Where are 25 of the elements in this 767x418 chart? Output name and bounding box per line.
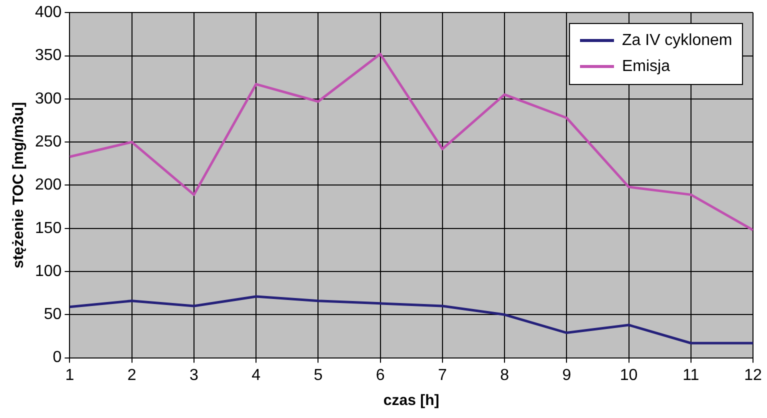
x-tick-label: 4 xyxy=(252,366,261,384)
y-tick-label: 0 xyxy=(52,349,62,366)
x-tick-label: 3 xyxy=(189,366,198,384)
y-tick-label: 100 xyxy=(34,262,62,280)
y-tick-label: 150 xyxy=(34,220,62,237)
y-tick-label: 50 xyxy=(44,306,62,324)
y-tick-label: 250 xyxy=(34,133,62,150)
y-tick-label: 200 xyxy=(34,176,62,194)
x-axis-title: czas [h] xyxy=(383,392,440,410)
x-tick-label: 5 xyxy=(314,366,323,384)
x-tick-label: 11 xyxy=(682,366,700,384)
x-tick-label: 8 xyxy=(500,366,510,384)
y-axis-title: stężenie TOC [mg/m3u] xyxy=(10,102,28,268)
x-tick-label: 2 xyxy=(127,366,136,384)
x-tick-label: 10 xyxy=(620,366,638,384)
x-tick-label: 1 xyxy=(65,366,74,384)
y-tick-label: 350 xyxy=(34,47,62,64)
x-tick-label: 7 xyxy=(438,366,447,384)
legend-label: Emisja xyxy=(622,56,670,77)
y-tick-label: 400 xyxy=(34,4,62,22)
x-tick-label: 12 xyxy=(744,366,762,384)
legend-label: Za IV cyklonem xyxy=(622,30,732,51)
x-tick-label: 6 xyxy=(376,366,385,384)
x-tick-label: 9 xyxy=(562,366,572,384)
y-tick-label: 300 xyxy=(34,90,62,108)
